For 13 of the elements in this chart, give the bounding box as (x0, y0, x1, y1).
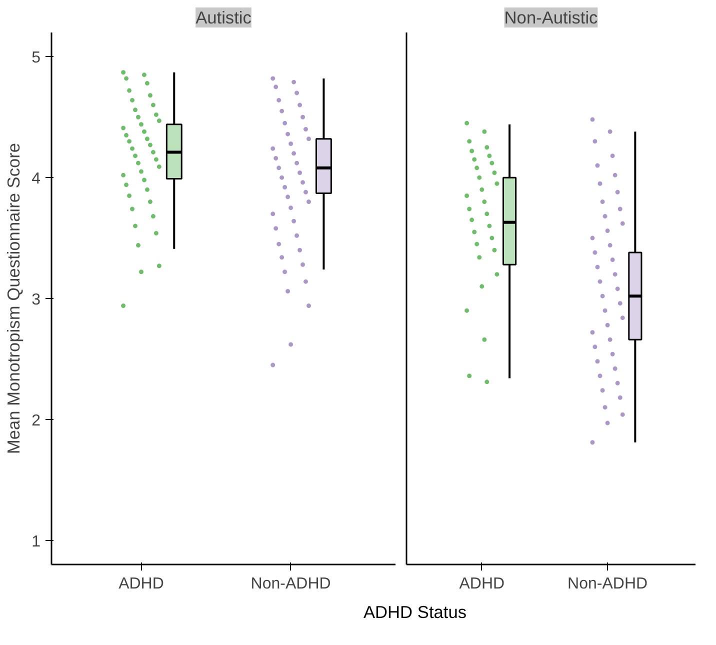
x-tick-label: Non-ADHD (568, 576, 648, 592)
chart-title: Autistic (196, 8, 252, 28)
x-tick-label: ADHD (459, 576, 505, 592)
y-tick-label: 2 (32, 412, 41, 430)
y-tick-label: 5 (32, 50, 41, 67)
y-tick-label: 1 (32, 533, 41, 550)
chart-title: Non-Autistic (504, 8, 598, 28)
x-tick-label: Non-ADHD (250, 576, 331, 592)
x-axis-title: ADHD Status (363, 601, 467, 624)
y-tick-label: 3 (32, 292, 41, 308)
x-tick-label: ADHD (118, 576, 164, 592)
y-axis-title: Mean Monotropism Questionnaire Score (4, 142, 24, 454)
y-tick-label: 4 (32, 170, 41, 188)
